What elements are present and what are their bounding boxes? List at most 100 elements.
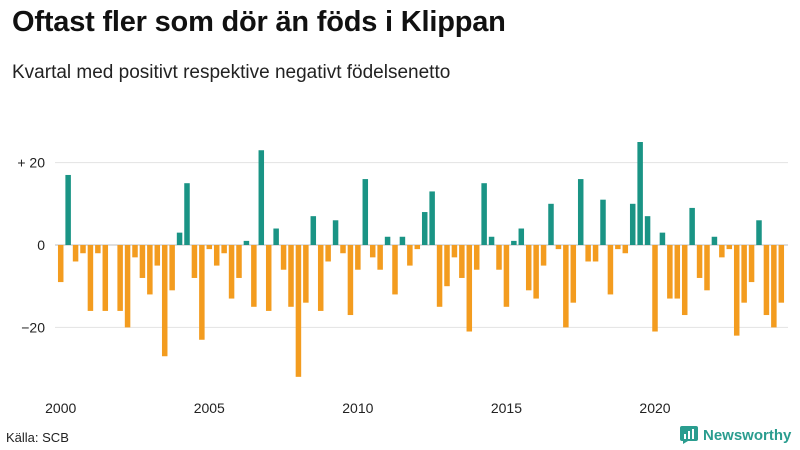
bar: 2019 K4: 7 [644,216,651,245]
bar: 2004 K2: 15 [184,183,190,245]
bar: 2011 K1: 2 [384,236,391,245]
bar-chart-icon [680,426,698,444]
bar: 2016 K2: -5 [540,245,547,266]
bar: 2011 K4: -5 [407,245,413,266]
bar: 2008 K1: -32 [295,245,302,377]
bar: 2023 K2: -9 [748,245,755,283]
bar: 2013 K3: -8 [459,245,465,278]
bar: 2015 K2: 1 [511,240,517,245]
chart-subtitle: Kvartal med positivt respektive negativt… [12,62,451,83]
x-tick-label: 2020 [639,400,670,416]
source-note: Källa: SCB [6,430,69,445]
bar: 2008 K2: -14 [303,245,309,303]
bars: 2000 K1: -92000 K2: 172000 K3: -42000 K4… [57,142,785,377]
bar: 2008 K3: 7 [310,216,317,245]
bar: 2003 K3: -27 [161,245,168,357]
bar: 2021 K2: 9 [689,207,695,245]
bar: 2006 K1: -8 [236,245,242,278]
x-tick-label: 2005 [194,400,225,416]
bar: 2012 K3: 13 [429,191,435,245]
bar: 2012 K2: 8 [421,212,428,245]
bar: 2006 K2: 1 [243,240,250,245]
bar: 2001 K3: -16 [102,245,109,311]
bar: 2023 K3: 6 [756,220,762,245]
bar: 2008 K4: -16 [317,245,324,311]
bar: 2013 K1: -10 [444,245,450,287]
x-tick-label: 2000 [45,400,76,416]
bar: 2000 K2: 17 [65,174,71,245]
x-tick-label: 2010 [342,400,373,416]
bar: 2001 K2: -2 [95,245,101,254]
bar: 2017 K2: -14 [570,245,577,303]
bar: 2011 K3: 2 [399,236,406,245]
x-axis-tick-labels: 2000 2005 2010 2015 2020 [45,400,671,416]
bar: 2019 K2: 10 [629,203,636,245]
bar: 2022 K1: 2 [711,236,718,245]
bar: 2012 K1: -1 [414,245,421,250]
bar: 2014 K2: 15 [481,183,487,245]
bar: 2017 K3: 16 [577,179,584,245]
bar: 2024 K1: -20 [771,245,777,328]
bar: 2015 K1: -15 [503,245,510,307]
bar: 2018 K1: -4 [592,245,599,262]
bar: 2010 K3: -3 [369,245,376,258]
bar: 2018 K3: -12 [607,245,614,295]
bar: 2003 K4: -11 [169,245,175,291]
bar: 2004 K1: 3 [176,232,183,245]
y-tick-label: 0 [37,237,45,253]
bar: 2010 K4: -6 [377,245,383,270]
bar: 2001 K1: -16 [87,245,94,311]
bar: 2018 K4: -1 [615,245,621,250]
bar: 2017 K4: -4 [585,245,591,262]
bar: 2006 K3: -15 [251,245,257,307]
bar: 2012 K4: -15 [436,245,443,307]
bar: 2011 K2: -12 [392,245,398,295]
bar: 2009 K2: 6 [332,220,339,245]
bar: 2007 K2: 4 [273,228,279,245]
bar: 2022 K3: -1 [726,245,733,250]
bar: 2010 K1: -6 [355,245,361,270]
bar: 2014 K4: -6 [496,245,502,270]
bar: 2007 K3: -6 [280,245,287,270]
bar: 2016 K1: -13 [533,245,539,299]
bar: 2014 K3: 2 [488,236,495,245]
brand-name: Newsworthy [703,426,792,444]
bar: 2004 K4: -23 [199,245,205,340]
bar: 2004 K3: -8 [191,245,198,278]
bar: 2023 K1: -14 [741,245,747,303]
bar: 2006 K4: 23 [258,150,265,245]
bar: 2019 K3: 25 [637,142,643,245]
bar: 2007 K4: -15 [288,245,294,307]
bar: 2016 K4: -1 [555,245,562,250]
bar: 2010 K2: 16 [362,179,369,245]
bar: 2009 K1: -4 [325,245,331,262]
bar: 2016 K3: 10 [548,203,554,245]
bar: 2021 K1: -17 [681,245,688,316]
bar: 2022 K4: -22 [733,245,740,336]
bar: 2005 K3: -2 [221,245,227,254]
bar: 2009 K3: -2 [340,245,346,254]
bar: 2009 K4: -17 [347,245,354,316]
bar: 2014 K1: -6 [473,245,480,270]
bar: 2020 K4: -13 [674,245,681,299]
bar: 2005 K2: -5 [213,245,220,266]
bar: 2003 K1: -12 [147,245,153,295]
brand-logo: Newsworthy [680,426,791,444]
bar: 2013 K4: -21 [466,245,473,332]
bar: 2022 K2: -3 [719,245,725,258]
bar: 2020 K1: -21 [652,245,658,332]
bar: 2000 K3: -4 [72,245,79,262]
bar: 2021 K3: -8 [696,245,703,278]
bar: 2020 K3: -13 [667,245,673,299]
y-axis-tick-labels: + 20 0 −20 [17,155,45,336]
bar: 2002 K1: -16 [117,245,123,311]
bar: 2015 K3: 4 [518,228,525,245]
bar: 2019 K1: -2 [622,245,629,254]
bar: 2000 K4: -2 [80,245,86,254]
bar: 2005 K1: -1 [206,245,213,250]
bar: 2002 K3: -3 [132,245,138,258]
bar: 2021 K4: -11 [704,245,710,291]
chart-title: Oftast fler som dör än föds i Klippan [12,6,506,38]
bar: 2007 K1: -16 [265,245,272,311]
